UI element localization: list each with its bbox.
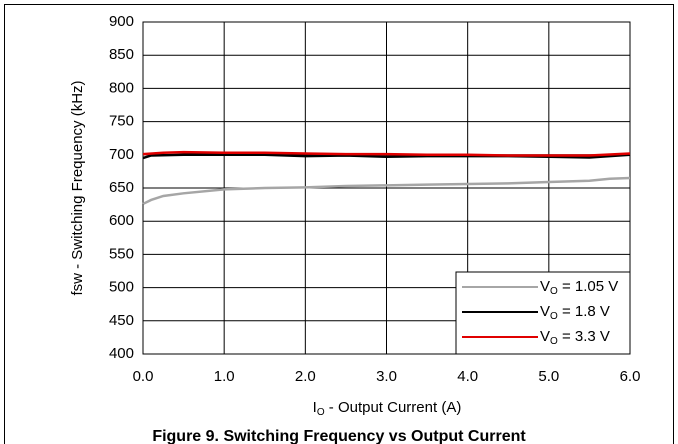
y-tick-label: 800 — [109, 79, 134, 96]
y-tick-label: 450 — [109, 312, 134, 329]
y-tick-label: 400 — [109, 345, 134, 362]
y-tick-label: 900 — [109, 13, 134, 30]
frame — [4, 4, 674, 444]
x-tick-label: 0.0 — [133, 368, 154, 385]
x-tick-label: 4.0 — [457, 368, 478, 385]
plot-border — [142, 21, 631, 355]
x-tick-label: 1.0 — [214, 368, 235, 385]
y-tick-label: 500 — [109, 279, 134, 296]
y-axis-label: fsw - Switching Frequency (kHz) — [69, 80, 86, 295]
series-line — [142, 150, 631, 157]
x-tick-label: 6.0 — [620, 368, 641, 385]
series-line — [142, 176, 631, 206]
x-axis-label: IO - Output Current (A) — [313, 399, 462, 418]
caption: Figure 9. Switching Frequency vs Output … — [152, 428, 526, 444]
y-tick-label: 600 — [109, 212, 134, 229]
y-tick-label: 700 — [109, 146, 134, 163]
x-tick-label: 3.0 — [376, 368, 397, 385]
x-tick-label: 5.0 — [538, 368, 559, 385]
y-tick-label: 750 — [109, 113, 134, 130]
legend-label: VO = 1.05 V — [540, 278, 618, 297]
y-tick-label: 850 — [109, 46, 134, 63]
legend-label: VO = 3.3 V — [540, 328, 610, 347]
x-tick-label: 2.0 — [295, 368, 316, 385]
legend-label: VO = 1.8 V — [540, 303, 610, 322]
y-tick-label: 550 — [109, 245, 134, 262]
y-tick-label: 650 — [109, 179, 134, 196]
